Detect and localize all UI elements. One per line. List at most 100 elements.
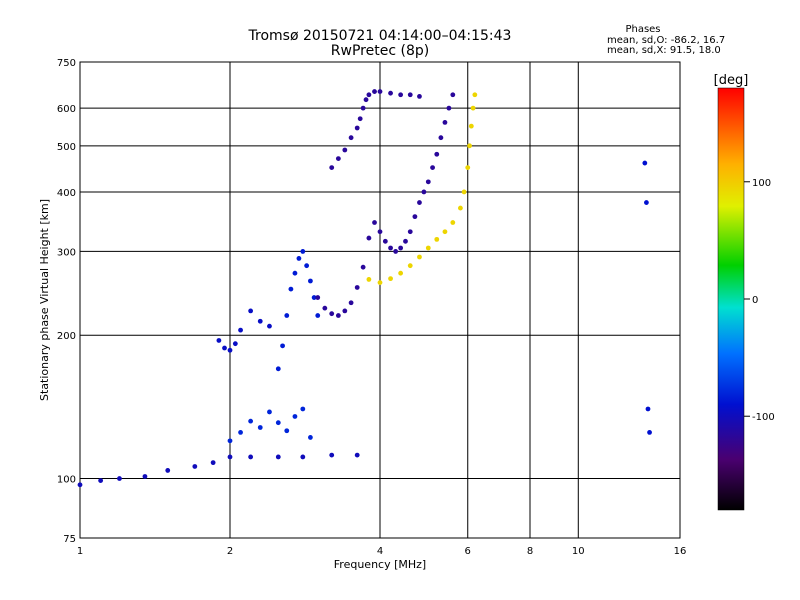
echo-point xyxy=(467,143,472,149)
echo-point xyxy=(238,430,243,435)
echo-point xyxy=(117,476,122,481)
echo-point xyxy=(377,280,383,285)
echo-point xyxy=(366,235,372,241)
echo-point xyxy=(280,343,285,349)
echo-point xyxy=(222,345,227,351)
echo-point xyxy=(393,249,399,254)
echo-point xyxy=(442,229,448,235)
echo-point xyxy=(366,92,372,98)
axis-ticks: 1 2 4 6 8 10 16 75 100 200 300 400 500 600 750 xyxy=(57,58,686,557)
echo-point xyxy=(372,220,377,225)
echo-point xyxy=(342,147,348,153)
echo-point xyxy=(315,295,321,300)
x-axis-label: Frequency [MHz] xyxy=(334,558,426,571)
echo-point xyxy=(227,347,233,353)
colorbar: [deg] 100 0 -100 xyxy=(714,73,775,511)
y-tick-label: 500 xyxy=(57,142,76,153)
echo-point xyxy=(329,165,335,171)
y-tick-label: 100 xyxy=(57,475,76,486)
echo-point xyxy=(388,90,393,96)
y-axis-label: Stationary phase Virtual Height [km] xyxy=(38,199,51,401)
echo-point xyxy=(434,151,440,157)
x-tick-label: 8 xyxy=(527,546,533,557)
echo-point xyxy=(412,214,418,220)
phase-stats-x: mean, sd,X: 91.5, 18.0 xyxy=(607,45,721,56)
echo-point xyxy=(248,308,254,314)
echo-point xyxy=(403,238,408,244)
x-tick-label: 4 xyxy=(377,546,383,557)
plot-area: 1 2 4 6 8 10 16 75 100 200 300 400 500 600 750 xyxy=(57,58,686,557)
echo-point xyxy=(238,327,243,333)
echo-point xyxy=(407,229,413,235)
echo-point xyxy=(398,270,404,276)
echo-point xyxy=(354,285,360,290)
echo-point xyxy=(311,295,317,300)
echo-point xyxy=(644,200,649,205)
echo-point xyxy=(292,414,298,419)
echo-point xyxy=(360,264,366,270)
echo-point xyxy=(77,482,83,488)
echo-point xyxy=(329,452,335,458)
echo-point xyxy=(446,105,452,111)
echo-point xyxy=(366,277,372,282)
x-tick-label: 10 xyxy=(572,546,585,557)
echo-point xyxy=(372,89,377,94)
echo-point xyxy=(417,200,422,205)
echo-point xyxy=(216,338,222,343)
colorbar-tick-label: 0 xyxy=(752,295,758,306)
echo-point xyxy=(354,125,360,131)
echo-point xyxy=(296,256,302,261)
echo-point xyxy=(342,308,348,314)
y-tick-label: 300 xyxy=(57,247,76,258)
echo-point xyxy=(642,160,648,166)
echo-point xyxy=(348,135,354,141)
echo-point xyxy=(322,305,328,311)
echo-point xyxy=(348,300,354,306)
echo-point xyxy=(227,454,233,460)
echo-point xyxy=(165,468,171,473)
echo-point xyxy=(300,406,306,412)
echo-point xyxy=(275,420,281,426)
echo-point xyxy=(377,89,383,94)
y-tick-label: 750 xyxy=(57,58,76,69)
echo-point xyxy=(267,409,272,415)
echo-point xyxy=(300,454,306,460)
echo-point xyxy=(450,220,456,225)
echo-point xyxy=(227,438,233,444)
echo-point xyxy=(430,165,435,171)
echo-point xyxy=(232,341,238,347)
echo-point xyxy=(315,313,321,318)
colorbar-tick-label: 100 xyxy=(752,178,771,189)
data-points xyxy=(77,89,652,488)
echo-point xyxy=(461,189,467,195)
echo-point xyxy=(472,92,478,98)
echo-point xyxy=(304,263,310,269)
echo-point xyxy=(142,474,148,479)
echo-point xyxy=(248,454,254,460)
echo-point xyxy=(284,313,290,318)
x-tick-label: 16 xyxy=(674,546,687,557)
y-tick-label: 200 xyxy=(57,331,76,342)
x-tick-label: 6 xyxy=(465,546,471,557)
echo-point xyxy=(360,105,366,111)
echo-point xyxy=(292,270,298,276)
phase-stats-o: mean, sd,O: -86.2, 16.7 xyxy=(607,35,725,46)
chart-title: Tromsø 20150721 04:14:00–04:15:43 xyxy=(248,28,512,44)
gridlines xyxy=(80,62,680,538)
colorbar-gradient xyxy=(717,87,745,511)
echo-point xyxy=(468,123,474,129)
echo-point xyxy=(421,189,427,195)
phase-stats-box: Phases mean, sd,O: -86.2, 16.7 mean, sd,… xyxy=(607,24,725,56)
echo-point xyxy=(267,323,272,329)
echo-point xyxy=(210,460,216,466)
echo-point xyxy=(382,238,388,244)
echo-point xyxy=(417,94,422,99)
echo-point xyxy=(257,318,263,324)
x-tick-label: 1 xyxy=(77,546,83,557)
echo-point xyxy=(275,366,281,372)
echo-point xyxy=(647,430,652,435)
echo-point xyxy=(377,229,383,235)
echo-point xyxy=(407,92,413,98)
echo-point xyxy=(288,286,294,292)
